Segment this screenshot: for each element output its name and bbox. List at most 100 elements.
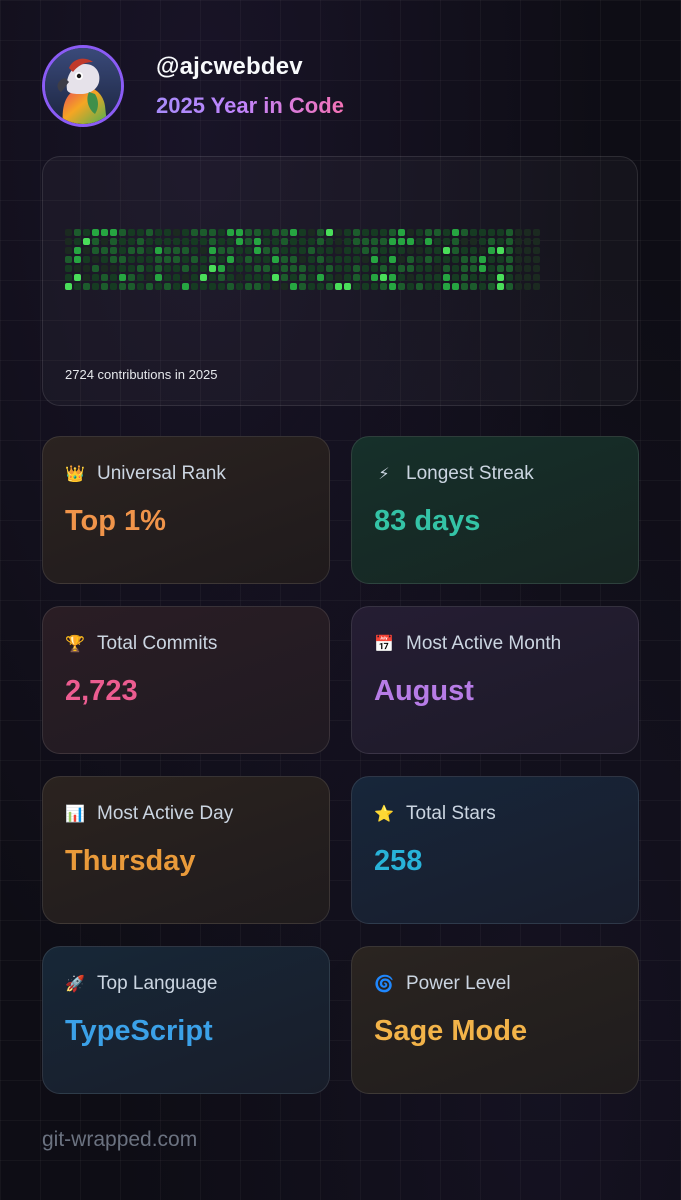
contribution-cell <box>164 274 171 281</box>
contribution-cell <box>245 238 252 245</box>
contribution-cell <box>470 274 477 281</box>
contribution-cell <box>65 229 72 236</box>
contribution-cell <box>416 265 423 272</box>
contribution-cell <box>344 265 351 272</box>
stat-card-universal-rank: 👑 Universal Rank Top 1% <box>42 436 330 584</box>
contribution-cell <box>200 274 207 281</box>
contribution-cell <box>497 247 504 254</box>
contribution-cell <box>425 247 432 254</box>
contribution-count: 2724 contributions in 2025 <box>65 367 218 382</box>
contribution-cell <box>263 247 270 254</box>
contribution-cell <box>254 265 261 272</box>
contribution-cell <box>173 247 180 254</box>
contribution-cell <box>362 256 369 263</box>
contribution-cell <box>182 256 189 263</box>
contribution-cell <box>254 256 261 263</box>
contribution-cell <box>200 229 207 236</box>
contribution-cell <box>479 265 486 272</box>
contribution-cell <box>515 229 522 236</box>
contribution-cell <box>254 238 261 245</box>
contribution-cell <box>173 238 180 245</box>
contribution-cell <box>362 229 369 236</box>
contribution-cell <box>380 283 387 290</box>
contribution-cell <box>524 238 531 245</box>
contribution-cell <box>128 247 135 254</box>
contribution-cell <box>74 238 81 245</box>
contribution-cell <box>380 265 387 272</box>
contribution-cell <box>497 265 504 272</box>
contribution-cell <box>245 256 252 263</box>
contribution-cell <box>407 283 414 290</box>
contribution-cell <box>425 229 432 236</box>
contribution-cell <box>317 274 324 281</box>
contribution-cell <box>452 238 459 245</box>
contribution-cell <box>65 256 72 263</box>
contribution-cell <box>272 256 279 263</box>
stat-card-total-commits: 🏆 Total Commits 2,723 <box>42 606 330 754</box>
contribution-cell <box>362 238 369 245</box>
contribution-cell <box>191 247 198 254</box>
contribution-cell <box>281 274 288 281</box>
contribution-cell <box>515 283 522 290</box>
contribution-cell <box>92 283 99 290</box>
contribution-cell <box>497 256 504 263</box>
contribution-cell <box>416 238 423 245</box>
contribution-cell <box>353 274 360 281</box>
contribution-cell <box>425 238 432 245</box>
contribution-cell <box>371 256 378 263</box>
contribution-cell <box>74 247 81 254</box>
contribution-cell <box>398 238 405 245</box>
contribution-cell <box>200 265 207 272</box>
contribution-cell <box>326 229 333 236</box>
contribution-cell <box>488 283 495 290</box>
contribution-cell <box>452 256 459 263</box>
contribution-cell <box>263 229 270 236</box>
contribution-cell <box>416 256 423 263</box>
contribution-cell <box>290 274 297 281</box>
contribution-cell <box>371 238 378 245</box>
contribution-cell <box>326 265 333 272</box>
contribution-cell <box>425 283 432 290</box>
contribution-cell <box>110 265 117 272</box>
stat-value: 83 days <box>374 505 481 537</box>
contribution-cell <box>488 229 495 236</box>
contribution-cell <box>155 265 162 272</box>
contribution-cell <box>92 229 99 236</box>
contribution-cell <box>74 229 81 236</box>
contribution-cell <box>344 247 351 254</box>
contribution-cell <box>479 238 486 245</box>
contribution-cell <box>182 229 189 236</box>
contribution-cell <box>236 265 243 272</box>
contribution-cell <box>254 229 261 236</box>
contribution-cell <box>218 283 225 290</box>
contribution-cell <box>128 265 135 272</box>
contribution-cell <box>353 229 360 236</box>
contribution-cell <box>497 274 504 281</box>
contribution-cell <box>110 247 117 254</box>
rocket-icon: 🚀 <box>65 976 85 993</box>
bar-chart-icon: 📊 <box>65 806 85 823</box>
contribution-cell <box>497 283 504 290</box>
contribution-cell <box>227 256 234 263</box>
contribution-cell <box>227 274 234 281</box>
contribution-cell <box>299 247 306 254</box>
contribution-cell <box>389 274 396 281</box>
contribution-cell <box>110 256 117 263</box>
contribution-cell <box>281 265 288 272</box>
footer-link[interactable]: git-wrapped.com <box>42 1128 198 1151</box>
avatar[interactable] <box>42 45 124 127</box>
contribution-cell <box>146 274 153 281</box>
contribution-cell <box>371 274 378 281</box>
contribution-cell <box>182 274 189 281</box>
contribution-cell <box>209 229 216 236</box>
contribution-cell <box>506 229 513 236</box>
contribution-cell <box>209 265 216 272</box>
contribution-cell <box>488 238 495 245</box>
contribution-cell <box>92 265 99 272</box>
contribution-cell <box>119 256 126 263</box>
contribution-cell <box>443 229 450 236</box>
contribution-cell <box>182 283 189 290</box>
contribution-cell <box>281 229 288 236</box>
contribution-cell <box>164 238 171 245</box>
contribution-cell <box>470 265 477 272</box>
